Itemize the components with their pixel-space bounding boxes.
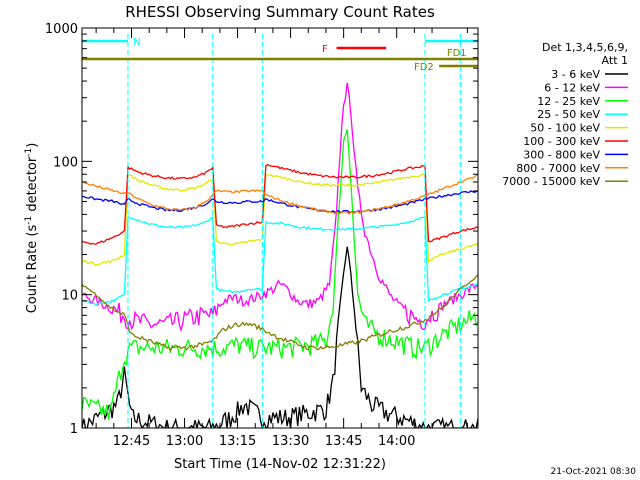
- series-line-12-25-kev: [82, 129, 478, 420]
- x-tick-label: 13:30: [272, 434, 309, 449]
- legend-entry-label: 100 - 300 keV: [523, 135, 600, 148]
- series-line-3-6-kev: [82, 246, 478, 428]
- x-tick-label: 13:00: [166, 434, 203, 449]
- flag-label-fd1: FD1: [447, 48, 467, 59]
- legend-entry-label: 3 - 6 keV: [551, 68, 600, 81]
- legend-entry-label: 7000 - 15000 keV: [502, 175, 600, 188]
- flag-label-f: F: [322, 44, 328, 55]
- y-axis-label-part: ): [25, 143, 40, 148]
- y-axis-label-superscript: -1: [24, 216, 34, 225]
- flag-label-fd2: FD2: [414, 62, 434, 73]
- legend-entry-label: 300 - 800 keV: [523, 148, 600, 161]
- series-line-300-800-kev: [82, 190, 478, 214]
- y-tick-label: 1: [70, 422, 78, 437]
- series-line-100-300-kev: [82, 163, 478, 245]
- y-axis-label: Count Rate (s-1 detector-1): [24, 143, 40, 314]
- x-tick-label: 12:45: [113, 434, 150, 449]
- plot-frame: [81, 27, 479, 429]
- y-axis-label-part: detector: [25, 156, 40, 216]
- legend-header-line: Det 1,3,4,5,6,9,: [542, 41, 628, 54]
- series-line-7000-15000-kev: [82, 274, 478, 352]
- chart-title: RHESSI Observing Summary Count Rates: [125, 3, 435, 21]
- y-axis-label-superscript: -1: [24, 148, 34, 157]
- flag-label-n: N: [133, 37, 140, 48]
- x-tick-label: 14:00: [378, 434, 415, 449]
- y-tick-label: 1000: [45, 22, 78, 37]
- x-axis-label: Start Time (14-Nov-02 12:31:22): [174, 457, 386, 472]
- legend-entry-label: 50 - 100 keV: [530, 122, 600, 135]
- legend-entry-label: 25 - 50 keV: [537, 108, 600, 121]
- series-line-800-7000-kev: [82, 174, 478, 215]
- x-tick-label: 13:45: [325, 434, 362, 449]
- legend-entry-label: 6 - 12 keV: [544, 81, 600, 94]
- y-axis-label-part: Count Rate (s: [25, 225, 40, 314]
- footer-timestamp: 21-Oct-2021 08:30: [551, 467, 637, 477]
- plot-area: N F FD1 FD2 1 10 100 1000 12:45 13:00 13:15 13:30 13…: [45, 22, 479, 449]
- series-group: [82, 82, 478, 428]
- y-tick-label: 10: [61, 289, 78, 304]
- legend-header-line: Att 1: [602, 54, 628, 67]
- x-tick-label: 13:15: [219, 434, 256, 449]
- legend-entry-label: 800 - 7000 keV: [516, 162, 600, 175]
- legend-entry-label: 12 - 25 keV: [537, 95, 600, 108]
- series-line-50-100-kev: [82, 172, 478, 266]
- series-line-25-50-kev: [82, 215, 478, 307]
- y-tick-label: 100: [53, 155, 78, 170]
- series-line-6-12-kev: [82, 82, 478, 333]
